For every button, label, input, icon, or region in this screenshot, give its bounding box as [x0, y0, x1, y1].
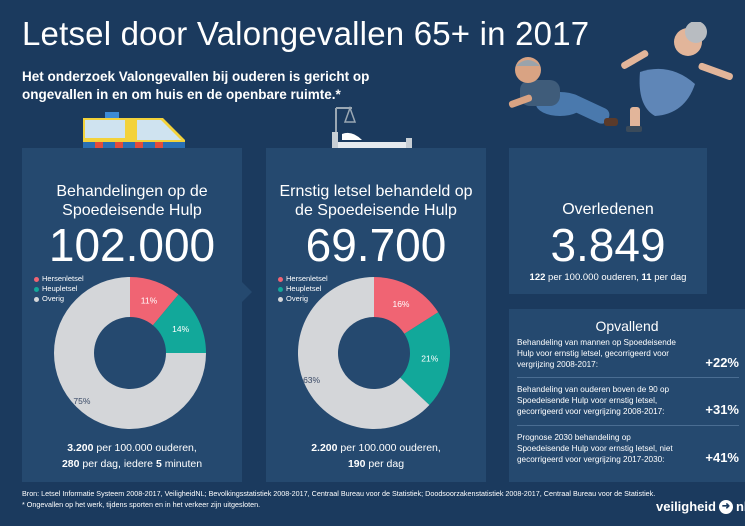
slice-hersenletsel	[374, 277, 439, 334]
legend-dot-heupletsel	[34, 286, 39, 292]
foot-text: per 100.000 ouderen,	[337, 442, 441, 454]
divider	[517, 425, 739, 426]
legend-dot-heupletsel	[278, 286, 283, 292]
legend-label: Hersenletsel	[286, 274, 328, 283]
slice-heupletsel	[400, 312, 450, 406]
sources: Bron: Letsel Informatie Systeem 2008-201…	[22, 488, 682, 510]
foot-text: per 100.000 ouderen,	[545, 272, 642, 283]
slice-overig	[54, 277, 206, 429]
falling-man-icon	[508, 57, 618, 126]
legend-label: Heupletsel	[286, 284, 322, 293]
legend-item-overig: Overig	[34, 294, 84, 304]
arrow-logo-icon: ➜	[718, 499, 733, 514]
legend-dot-hersenletsel	[34, 276, 39, 282]
opvallend-item-value: +31%	[705, 402, 739, 417]
opvallend-item: Behandeling van ouderen boven de 90 op S…	[517, 384, 739, 417]
page-subtitle: Het onderzoek Valongevallen bij ouderen …	[22, 69, 370, 102]
foot-value: 122	[529, 272, 546, 283]
legend-dot-overig	[278, 296, 283, 302]
panel-overledenen-title: Overledenen	[562, 201, 654, 218]
sources-text: Bron: Letsel Informatie Systeem 2008-201…	[22, 489, 656, 498]
chart1-legend: Hersenletsel Heupletsel Overig	[34, 274, 84, 304]
legend-item-overig: Overig	[278, 294, 328, 304]
panel-opvallend: Opvallend Behandeling van mannen op Spoe…	[509, 309, 745, 482]
panel-ernstig-title-line1: Ernstig letsel behandeld op	[279, 183, 473, 200]
page-title: Letsel door Valongevallen 65+ in 2017	[22, 15, 590, 52]
legend-item-hersenletsel: Hersenletsel	[278, 274, 328, 284]
veiligheidnl-logo: veiligheid ➜ nl	[656, 499, 745, 514]
panel-ernstig-footer-line1: 2.200 per 100.000 ouderen,	[266, 441, 486, 456]
panel-seh-title-line2: Spoedeisende Hulp	[62, 202, 202, 219]
footnote: * Ongevallen op het werk, tijdens sporte…	[22, 500, 261, 509]
panel-ernstig-footer-line2: 190 per dag	[266, 457, 486, 472]
slice-label: 14%	[172, 324, 189, 334]
opvallend-item-text: Behandeling van mannen op Spoedeisende H…	[517, 338, 676, 369]
foot-value: 3.200	[67, 442, 94, 454]
donut-chart-ernstig: 16% 21% 63%	[297, 277, 450, 429]
foot-value: 2.200	[311, 442, 338, 454]
donut-chart-seh: 11% 14% 75%	[54, 277, 206, 429]
slice-label: 16%	[392, 299, 409, 309]
logo-suffix: nl	[735, 499, 745, 514]
opvallend-item-value: +22%	[705, 355, 739, 370]
panel-ernstig-number: 69.700	[305, 219, 447, 271]
divider	[517, 377, 739, 378]
arrow-right-icon	[242, 282, 252, 302]
legend-label: Overig	[286, 294, 309, 303]
opvallend-item-text: Behandeling van ouderen boven de 90 op S…	[517, 385, 670, 416]
panel-overledenen-number: 3.849	[550, 219, 666, 271]
opvallend-item: Behandeling van mannen op Spoedeisende H…	[517, 337, 739, 370]
legend-dot-overig	[34, 296, 39, 302]
opvallend-item-value: +41%	[705, 450, 739, 465]
legend-dot-hersenletsel	[278, 276, 283, 282]
foot-text: per dag, iedere	[79, 458, 156, 470]
panel-seh-title-line1: Behandelingen op de	[56, 183, 208, 200]
foot-value: 280	[61, 458, 80, 470]
legend-label: Heupletsel	[42, 284, 78, 293]
panel-seh-behandelingen: Behandelingen op de Spoedeisende Hulp 10…	[22, 148, 242, 482]
panel-seh-number: 102.000	[48, 219, 216, 271]
legend-item-heupletsel: Heupletsel	[278, 284, 328, 294]
foot-text: per 100.000 ouderen,	[93, 442, 197, 454]
slice-label: 21%	[421, 353, 438, 363]
slice-label: 11%	[141, 295, 158, 305]
opvallend-item-text: Prognose 2030 behandeling op Spoedeisend…	[517, 433, 673, 464]
legend-label: Overig	[42, 294, 65, 303]
panel-seh-footer-line1: 3.200 per 100.000 ouderen,	[22, 441, 242, 456]
slice-overig	[297, 277, 430, 429]
opvallend-item: Prognose 2030 behandeling op Spoedeisend…	[517, 432, 739, 465]
legend-label: Hersenletsel	[42, 274, 84, 283]
foot-text: per dag	[651, 272, 687, 283]
falling-woman-icon	[621, 22, 733, 132]
panel-seh-footer-line2: 280 per dag, iedere 5 minuten	[22, 457, 242, 472]
foot-text: per dag	[365, 458, 405, 470]
panel-ernstig-title-line2: de Spoedeisende Hulp	[295, 202, 457, 219]
foot-value: 5	[155, 458, 162, 470]
slice-label: 63%	[303, 375, 320, 385]
foot-value: 11	[641, 272, 652, 283]
panel-ernstig-letsel: Ernstig letsel behandeld op de Spoedeise…	[266, 148, 486, 482]
foot-value: 190	[347, 458, 366, 470]
panel-overledenen: Overledenen 3.849 122 per 100.000 oudere…	[509, 148, 707, 294]
chart2-legend: Hersenletsel Heupletsel Overig	[278, 274, 328, 304]
legend-item-heupletsel: Heupletsel	[34, 284, 84, 294]
opvallend-title: Opvallend	[595, 318, 659, 334]
slice-label: 75%	[73, 396, 90, 406]
falling-people-illustration	[508, 22, 733, 132]
slice-heupletsel	[152, 294, 206, 353]
panel-overledenen-footer: 122 per 100.000 ouderen, 11 per dag	[509, 270, 707, 285]
slice-hersenletsel	[130, 277, 179, 326]
foot-text: minuten	[161, 458, 203, 470]
logo-text: veiligheid	[656, 499, 716, 514]
legend-item-hersenletsel: Hersenletsel	[34, 274, 84, 284]
